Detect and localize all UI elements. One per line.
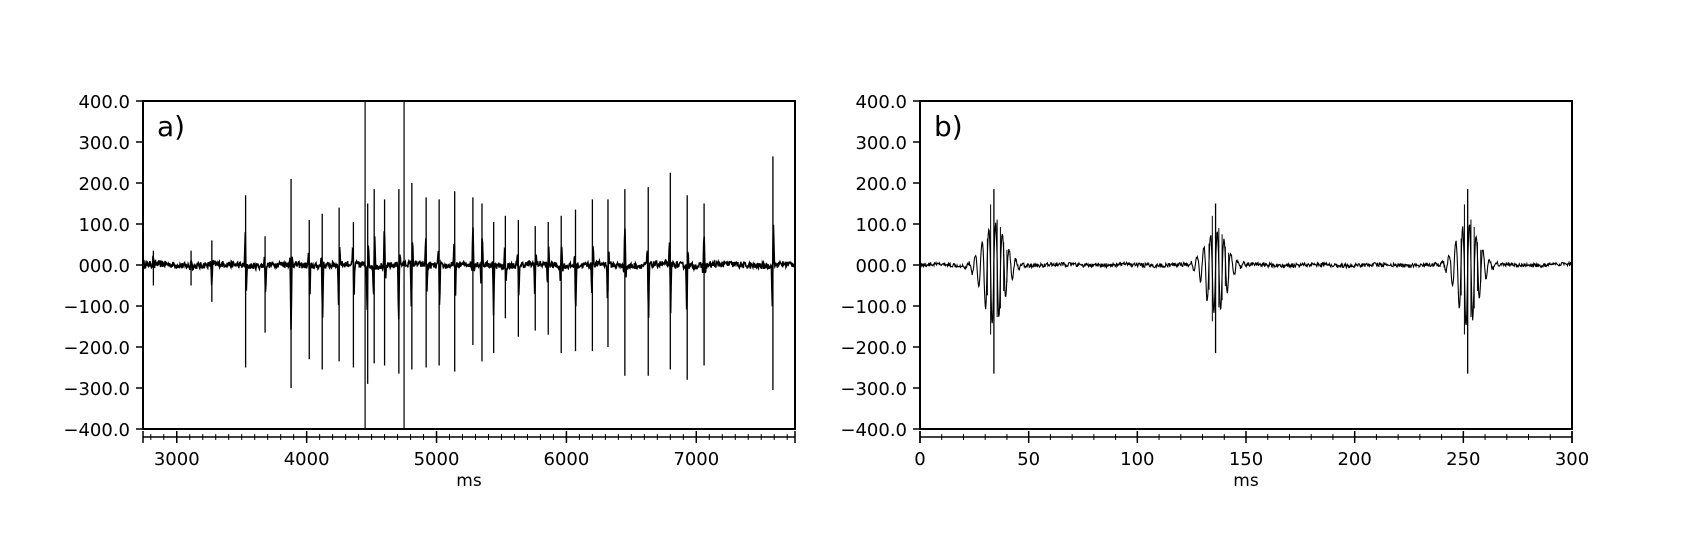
y-tick-label: 100.0 bbox=[78, 215, 130, 236]
panel-a-y-axis: 400.0 300.0 200.0 100.0 000.0 −100.0 −200.0 −30… bbox=[63, 92, 143, 441]
y-tick-label: −200.0 bbox=[63, 338, 130, 359]
signal-baseline bbox=[919, 222, 1573, 326]
x-tick-label: 7000 bbox=[673, 449, 719, 470]
panel-a-x-axis-label: ms bbox=[456, 471, 482, 491]
y-tick-label: −100.0 bbox=[840, 297, 907, 318]
x-tick-label: 100 bbox=[1120, 449, 1154, 470]
y-tick-label: 100.0 bbox=[855, 215, 907, 236]
panel-b-x-axis: 0 50 100 150 200 250 300 bbox=[914, 431, 1589, 470]
panel-b-label: b) bbox=[934, 110, 963, 143]
y-tick-label: 300.0 bbox=[855, 133, 907, 154]
y-tick-label: −400.0 bbox=[840, 420, 907, 441]
panel-a-chart: a) 400.0 300.0 200.0 100.0 000.0 −100.0 −200.0… bbox=[63, 92, 796, 491]
y-tick-label: 200.0 bbox=[855, 174, 907, 195]
x-tick-label: 150 bbox=[1229, 449, 1263, 470]
panel-a-label: a) bbox=[157, 110, 185, 143]
x-tick-label: 50 bbox=[1017, 449, 1040, 470]
x-tick-label: 200 bbox=[1337, 449, 1371, 470]
y-tick-label: 000.0 bbox=[855, 256, 907, 277]
y-tick-label: −400.0 bbox=[63, 420, 130, 441]
y-tick-label: 400.0 bbox=[855, 92, 907, 113]
y-tick-label: 200.0 bbox=[78, 174, 130, 195]
y-tick-label: 400.0 bbox=[78, 92, 130, 113]
spike bbox=[986, 189, 1008, 374]
spike bbox=[1208, 203, 1230, 354]
panel-b-x-axis-label: ms bbox=[1233, 471, 1259, 491]
y-tick-label: −300.0 bbox=[63, 379, 130, 400]
x-tick-label: 5000 bbox=[414, 449, 460, 470]
x-tick-label: 0 bbox=[914, 449, 925, 470]
signal-baseline bbox=[142, 224, 796, 330]
y-tick-label: −200.0 bbox=[840, 338, 907, 359]
panel-b-signal-trace bbox=[919, 189, 1573, 374]
x-tick-label: 6000 bbox=[544, 449, 590, 470]
panel-b-chart: b) 400.0 300.0 200.0 100.0 000.0 −100.0 −200.0… bbox=[840, 92, 1589, 491]
x-tick-label: 3000 bbox=[154, 449, 200, 470]
spike bbox=[1460, 189, 1482, 374]
x-tick-label: 300 bbox=[1555, 449, 1589, 470]
y-tick-label: 000.0 bbox=[78, 256, 130, 277]
y-tick-label: −100.0 bbox=[63, 297, 130, 318]
panel-a-x-axis: 3000 4000 5000 6000 7000 bbox=[142, 431, 796, 470]
y-tick-label: 300.0 bbox=[78, 133, 130, 154]
y-tick-label: −300.0 bbox=[840, 379, 907, 400]
panel-a-signal-trace bbox=[142, 156, 796, 391]
panel-b-y-axis: 400.0 300.0 200.0 100.0 000.0 −100.0 −200.0 −30… bbox=[840, 92, 920, 441]
x-tick-label: 250 bbox=[1446, 449, 1480, 470]
x-tick-label: 4000 bbox=[284, 449, 330, 470]
